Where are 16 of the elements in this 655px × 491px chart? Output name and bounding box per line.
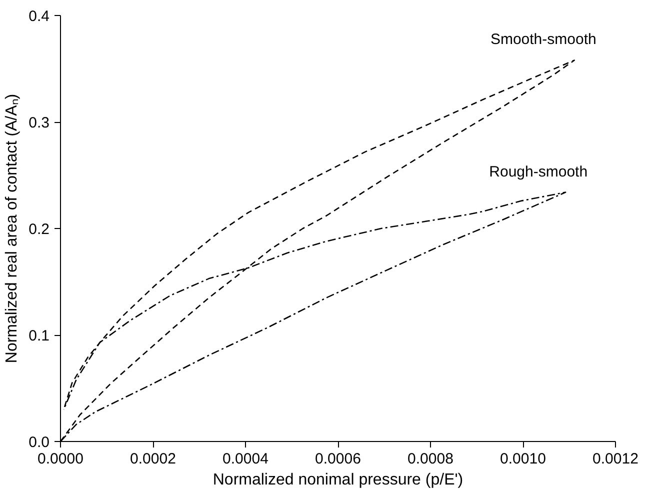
- x-axis-title: Normalized nonimal pressure (p/E'): [212, 472, 464, 488]
- x-tick-label: 0.0012: [592, 450, 638, 468]
- y-tick-label: 0.0: [28, 434, 50, 451]
- y-tick-label: 0.3: [28, 114, 50, 132]
- y-tick-label: 0.2: [28, 221, 50, 238]
- x-tick-label: 0.0006: [315, 450, 361, 468]
- series-label: Smooth-smooth: [490, 31, 596, 48]
- series-label: Rough-smooth: [489, 163, 588, 180]
- x-tick-label: 0.0010: [500, 450, 546, 468]
- y-tick-label: 0.4: [28, 8, 50, 25]
- x-tick-label: 0.0002: [130, 450, 176, 468]
- x-tick-label: 0.0008: [408, 450, 454, 468]
- x-tick-label: 0.0000: [38, 450, 84, 468]
- x-tick-label: 0.0004: [222, 450, 268, 468]
- y-tick-label: 0.1: [28, 328, 50, 344]
- y-axis-title: Normalized real area of contact (A/Aₙ): [4, 94, 21, 364]
